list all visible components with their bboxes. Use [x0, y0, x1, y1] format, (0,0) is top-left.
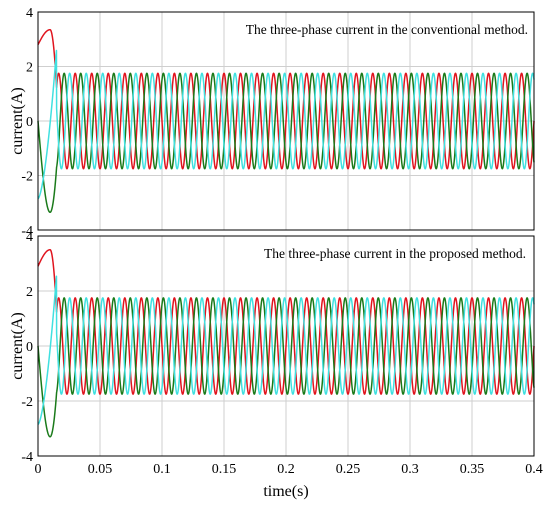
- x-tick-label: 0: [35, 462, 42, 477]
- series-line: [37, 28, 535, 170]
- series-group: [37, 249, 535, 438]
- annotation: The three-phase current in the proposed …: [264, 246, 526, 261]
- series-group: [37, 28, 535, 214]
- series-line: [37, 297, 535, 438]
- series-line: [37, 275, 535, 426]
- y-tick-labels: -4 -2 0 2 4: [21, 6, 33, 239]
- y-tick-label: 2: [26, 61, 33, 76]
- x-tick-label: 0.3: [401, 462, 419, 477]
- annotation: The three-phase current in the conventio…: [246, 22, 528, 37]
- x-tick-label: 0.1: [153, 462, 171, 477]
- series-line: [37, 49, 535, 200]
- x-tick-label: 0.35: [460, 462, 485, 477]
- y-tick-labels: -4 -2 0 2 4: [21, 230, 33, 465]
- y-tick-label: 4: [26, 230, 33, 245]
- x-tick-label: 0.15: [212, 462, 237, 477]
- series-line: [37, 249, 535, 395]
- panel-conventional: -4 -2 0 2 4 The three-phase current in the c…: [9, 6, 535, 239]
- x-tick-labels: 0 0.05 0.1 0.15 0.2 0.25 0.3 0.35 0.4: [35, 462, 543, 477]
- y-tick-label: -4: [21, 450, 33, 465]
- y-tick-label: 0: [26, 340, 33, 355]
- y-tick-label: 4: [26, 6, 33, 21]
- series-line: [37, 72, 535, 214]
- x-tick-label: 0.05: [88, 462, 113, 477]
- y-tick-label: -2: [21, 170, 33, 185]
- x-tick-label: 0.2: [277, 462, 295, 477]
- panel-proposed: -4 -2 0 2 4 0 0.05 0.1 0.15 0.2 0.25 0.3 0.35 0.4 Th…: [9, 230, 543, 500]
- x-axis-label: time(s): [263, 483, 308, 500]
- y-tick-label: 0: [26, 115, 33, 130]
- y-axis-label: current(A): [9, 87, 26, 155]
- y-tick-label: -4: [21, 224, 33, 239]
- x-tick-label: 0.25: [336, 462, 361, 477]
- y-tick-label: 2: [26, 285, 33, 300]
- y-tick-label: -2: [21, 395, 33, 410]
- plot-frame: [37, 235, 535, 457]
- plot-frame: [37, 11, 535, 231]
- y-axis-label: current(A): [9, 312, 26, 380]
- x-tick-label: 0.4: [525, 462, 543, 477]
